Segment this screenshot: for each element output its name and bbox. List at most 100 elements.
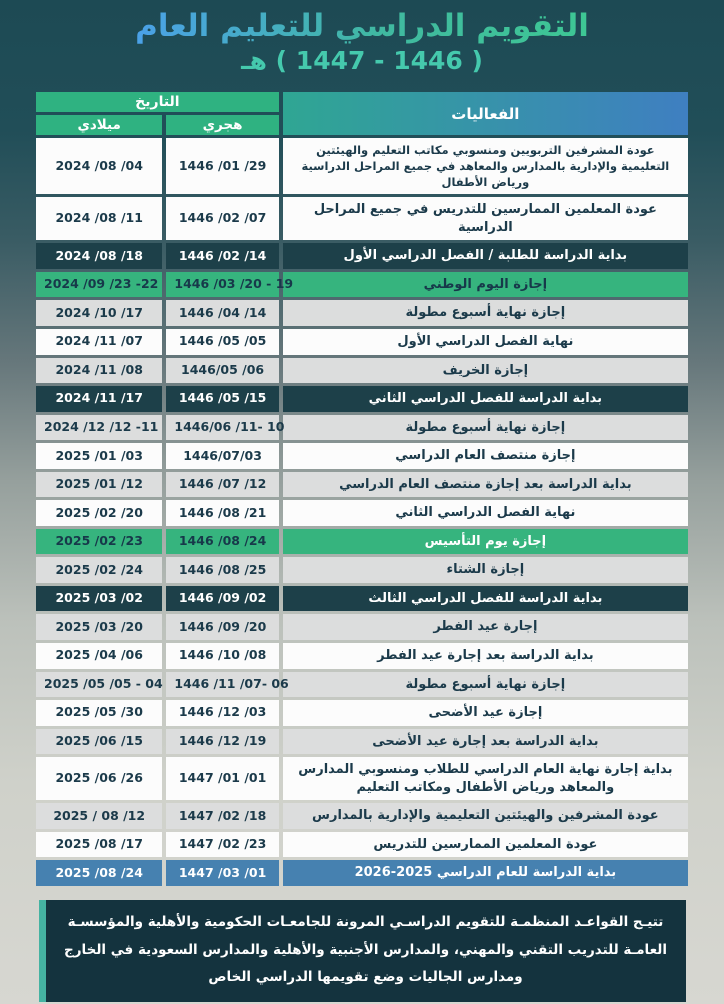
gregorian-date-cell: 2025 /03 /20 — [36, 614, 163, 641]
calendar-table-header: الفعاليات التاريخ هجري ميلادي — [36, 92, 688, 135]
hijri-column-header: هجري — [166, 115, 279, 135]
event-cell: بداية الدراسة للعام الدراسي 2025-2026 — [282, 860, 688, 886]
gregorian-date-cell: 2025 /08 /24 — [36, 860, 163, 886]
hijri-date-cell: 1446 /08 /21 — [166, 500, 279, 526]
event-cell: إجازة نهاية أسبوع مطولة — [282, 414, 688, 441]
hijri-date-cell: 1446 /09 /20 — [166, 614, 279, 641]
hijri-date-cell: 1446 /02 /07 — [166, 197, 279, 241]
event-cell: عودة المشرفين التربويين ومنسوبي مكاتب ال… — [282, 138, 688, 195]
event-cell: عودة المعلمين الممارسين للتدريس في جميع … — [282, 197, 688, 241]
gregorian-date-cell: 2025 /05 /05 - 04 — [36, 671, 163, 698]
gregorian-date-cell: 2024 /11 /07 — [36, 329, 163, 355]
title-block: التقويم الدراسي للتعليم العام ( 1446 - 1… — [0, 0, 724, 75]
calendar-row: بداية الدراسة للفصل الدراسي الثاني 1446 … — [36, 386, 688, 412]
gregorian-date-cell: 2024 /08 /04 — [36, 138, 163, 195]
gregorian-date-cell: 2024 /11 /08 — [36, 357, 163, 384]
gregorian-date-cell: 2024 /08 /11 — [36, 197, 163, 241]
calendar-row: نهاية الفصل الدراسي الأول 1446 /05 /05 2… — [36, 329, 688, 355]
hijri-date-cell: 1446 /10 /08 — [166, 643, 279, 669]
hijri-date-cell: 1446 /12 /03 — [166, 700, 279, 726]
events-column-header: الفعاليات — [282, 92, 688, 135]
event-cell: بداية إجارة نهاية العام الدراسي للطلاب و… — [282, 757, 688, 801]
event-cell: عودة المشرفين والهيئتين التعليمية والإدا… — [282, 803, 688, 829]
hijri-date-cell: 1446 /03 /20 - 19 — [166, 271, 293, 298]
calendar-row: بداية الدراسة للفصل الدراسي الثالث 1446 … — [36, 585, 688, 612]
hijri-date-cell: 1446 /05 /05 — [166, 329, 279, 355]
calendar-row: بداية الدراسة بعد إجارة عيد الأضحى 1446 … — [36, 728, 688, 755]
gregorian-date-cell: 2025 /08 /17 — [36, 831, 163, 858]
hijri-date-cell: 1446 /11 /07- 06 — [166, 671, 289, 698]
gregorian-date-cell: 2025 /05 /30 — [36, 700, 163, 726]
hijri-date-cell: 1446 /08 /24 — [166, 528, 279, 555]
calendar-row: عودة المعلمين الممارسين للتدريس 1447 /02… — [36, 831, 688, 858]
event-cell: عودة المعلمين الممارسين للتدريس — [282, 831, 688, 858]
hijri-date-cell: 1446 /12 /19 — [166, 728, 279, 755]
calendar-row: إجازة نهاية أسبوع مطولة 1446/06 /11- 10 … — [36, 414, 688, 441]
date-group-header: التاريخ — [36, 92, 279, 112]
hijri-date-cell: 1446/07/03 — [166, 443, 279, 469]
calendar-row: إجازة الخريف 1446/05 /06 2024 /11 /08 — [36, 357, 688, 384]
event-cell: بداية الدراسة للطلبة / الفصل الدراسي الأ… — [282, 243, 688, 269]
hijri-date-cell: 1446/05 /06 — [166, 357, 279, 384]
hijri-date-cell: 1446 /08 /25 — [166, 557, 279, 583]
hijri-date-cell: 1446 /07 /12 — [166, 471, 279, 498]
event-cell: بداية الدراسة بعد إجارة عيد الفطر — [282, 643, 688, 669]
event-cell: بداية الدراسة بعد إجارة عيد الأضحى — [282, 728, 688, 755]
calendar-row: إجازة عيد الأضحى 1446 /12 /03 2025 /05 /… — [36, 700, 688, 726]
event-cell: بداية الدراسة بعد إجازة منتصف العام الدر… — [282, 471, 688, 498]
gregorian-date-cell: 2025 /02 /24 — [36, 557, 163, 583]
page-subtitle-years: ( 1446 - 1447 ) هـ — [241, 46, 483, 75]
calendar-row: بداية الدراسة بعد إجازة منتصف العام الدر… — [36, 471, 688, 498]
hijri-date-cell: 1447 /03 /01 — [166, 860, 279, 886]
gregorian-date-cell: 2025 /02 /20 — [36, 500, 163, 526]
hijri-date-cell: 1446 /01 /29 — [166, 138, 279, 195]
event-cell: إجارة عيد الفطر — [282, 614, 688, 641]
gregorian-date-cell: 2025 /06 /15 — [36, 728, 163, 755]
calendar-row: عودة المشرفين التربويين ومنسوبي مكاتب ال… — [36, 138, 688, 195]
gregorian-date-cell: 2024 /09 /23 -22 — [36, 271, 163, 298]
footer-note: تتيـح القواعـد المنظمـة للتقويم الدراسـي… — [38, 899, 686, 1002]
gregorian-date-cell: 2024 /10 /17 — [36, 300, 163, 327]
gregorian-date-cell: 2025 /03 /02 — [36, 585, 163, 612]
gregorian-date-cell: 2025 /01 /12 — [36, 471, 163, 498]
calendar-rows: عودة المشرفين التربويين ومنسوبي مكاتب ال… — [36, 138, 688, 886]
gregorian-column-header: ميلادي — [36, 115, 163, 135]
hijri-date-cell: 1446 /09 /02 — [166, 585, 279, 612]
hijri-date-cell: 1446/06 /11- 10 — [166, 414, 284, 441]
calendar-row: عودة المشرفين والهيئتين التعليمية والإدا… — [36, 803, 688, 829]
calendar-row: بداية الدراسة للطلبة / الفصل الدراسي الأ… — [36, 243, 688, 269]
event-cell: إجازة الشتاء — [282, 557, 688, 583]
event-cell: إجازة نهاية أسبوع مطولة — [282, 671, 688, 698]
event-cell: بداية الدراسة للفصل الدراسي الثالث — [282, 585, 688, 612]
gregorian-date-cell: 2025 / 08 /12 — [36, 803, 163, 829]
calendar-row: إجازة يوم التأسيس 1446 /08 /24 2025 /02 … — [36, 528, 688, 555]
calendar-row: إجازة الشتاء 1446 /08 /25 2025 /02 /24 — [36, 557, 688, 583]
event-cell: إجازة اليوم الوطني — [282, 271, 688, 298]
calendar-row: إجازة اليوم الوطني 1446 /03 /20 - 19 202… — [36, 271, 688, 298]
event-cell: إجازة عيد الأضحى — [282, 700, 688, 726]
calendar-row: إجازة نهاية أسبوع مطولة 1446 /04 /14 202… — [36, 300, 688, 327]
hijri-date-cell: 1446 /04 /14 — [166, 300, 279, 327]
page-title: التقويم الدراسي للتعليم العام — [135, 8, 589, 44]
gregorian-date-cell: 2025 /04 /06 — [36, 643, 163, 669]
calendar-row: عودة المعلمين الممارسين للتدريس في جميع … — [36, 197, 688, 241]
calendar-row: إجارة عيد الفطر 1446 /09 /20 2025 /03 /2… — [36, 614, 688, 641]
hijri-date-cell: 1447 /02 /23 — [166, 831, 279, 858]
gregorian-date-cell: 2024 /12 /12 -11 — [36, 414, 163, 441]
gregorian-date-cell: 2025 /01 /03 — [36, 443, 163, 469]
hijri-date-cell: 1447 /01 /01 — [166, 757, 279, 801]
gregorian-date-cell: 2024 /08 /18 — [36, 243, 163, 269]
event-cell: إجازة نهاية أسبوع مطولة — [282, 300, 688, 327]
calendar-row: إجازة نهاية أسبوع مطولة 1446 /11 /07- 06… — [36, 671, 688, 698]
calendar-row: إجازة منتصف العام الدراسي 1446/07/03 202… — [36, 443, 688, 469]
gregorian-date-cell: 2025 /06 /26 — [36, 757, 163, 801]
event-cell: إجازة منتصف العام الدراسي — [282, 443, 688, 469]
gregorian-date-cell: 2025 /02 /23 — [36, 528, 163, 555]
event-cell: إجازة الخريف — [282, 357, 688, 384]
calendar-row: نهاية الفصل الدراسي الثاني 1446 /08 /21 … — [36, 500, 688, 526]
calendar-row: بداية الدراسة بعد إجارة عيد الفطر 1446 /… — [36, 643, 688, 669]
calendar-row: بداية إجارة نهاية العام الدراسي للطلاب و… — [36, 757, 688, 801]
event-cell: نهاية الفصل الدراسي الأول — [282, 329, 688, 355]
calendar-table: الفعاليات التاريخ هجري ميلادي عودة المشر… — [32, 89, 692, 889]
